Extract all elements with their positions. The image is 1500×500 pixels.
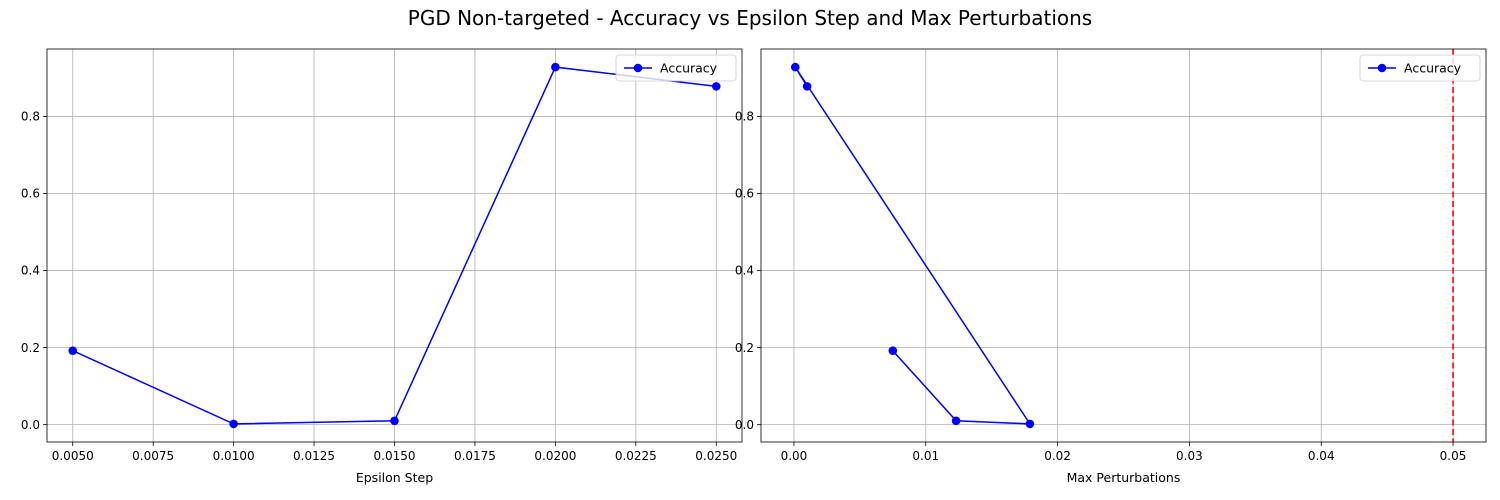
legend-label: Accuracy: [660, 61, 718, 76]
series-line: [794, 66, 1032, 425]
x-tick-label: 0.0175: [454, 449, 496, 463]
legend: Accuracy: [1359, 54, 1481, 82]
y-tick-label: 0.8: [735, 110, 754, 124]
legend-box: [615, 54, 737, 82]
y-tick-label: 0.4: [21, 264, 40, 278]
x-tick-label: 0.0150: [374, 449, 416, 463]
data-point: [790, 62, 800, 72]
x-tick-label: 0.02: [1044, 449, 1071, 463]
legend-swatch-marker: [1377, 63, 1387, 73]
data-point: [711, 82, 721, 91]
data-point: [888, 346, 898, 355]
x-tick-label: 0.0225: [615, 449, 657, 463]
chart-panel-1: 0.0050 0.0075 0.0100 0.0125 0.0150 0.0175 0.02…: [21, 48, 743, 485]
y-tick-label: 0.0: [735, 418, 754, 432]
x-axis-label: Epsilon Step: [356, 470, 433, 485]
legend: Accuracy: [615, 54, 737, 82]
x-tick-label: 0.05: [1440, 449, 1467, 463]
data-point: [229, 419, 238, 429]
y-tick-label: 0.4: [735, 264, 754, 278]
data-point: [390, 416, 399, 426]
x-tick-label: 0.0200: [534, 449, 576, 463]
y-tick-label: 0.6: [735, 187, 754, 201]
x-tick-label: 0.0125: [293, 449, 335, 463]
x-tick-label: 0.03: [1176, 449, 1203, 463]
x-tick-label: 0.00: [781, 449, 808, 463]
y-tick-label: 0.2: [735, 341, 754, 355]
x-tick-label: 0.0075: [132, 449, 174, 463]
y-tick-label: 0.2: [21, 341, 40, 355]
figure-title: PGD Non-targeted - Accuracy vs Epsilon S…: [407, 6, 1093, 30]
y-tick-label: 0.6: [21, 187, 40, 201]
legend-label: Accuracy: [1404, 61, 1462, 76]
y-tick-label: 0.0: [21, 418, 40, 432]
data-point: [68, 346, 78, 355]
plot-frame: [760, 48, 1487, 443]
x-tick-label: 0.0100: [213, 449, 255, 463]
chart-panel-2: 0.00 0.01 0.02 0.03 0.04 0.05 0.0 0.2 0.4 0.6 0.8 M…: [735, 48, 1487, 485]
x-tick-label: 0.0250: [695, 449, 737, 463]
legend-swatch-marker: [633, 63, 643, 73]
y-tick-label: 0.8: [21, 110, 40, 124]
data-point: [802, 82, 812, 91]
legend-box: [1359, 54, 1481, 82]
data-point: [551, 62, 560, 72]
x-tick-label: 0.04: [1308, 449, 1335, 463]
x-axis-label: Max Perturbations: [1067, 470, 1181, 485]
data-point: [951, 416, 961, 426]
data-point: [1025, 419, 1035, 429]
x-tick-label: 0.0050: [52, 449, 94, 463]
x-tick-label: 0.01: [912, 449, 939, 463]
